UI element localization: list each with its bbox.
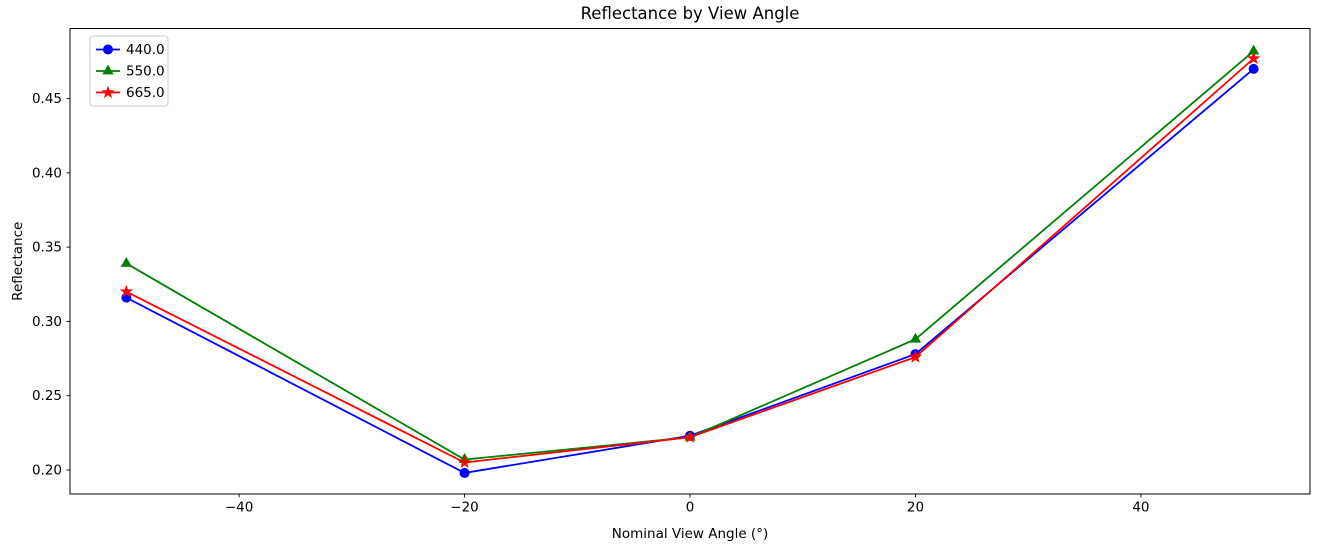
y-tick-label: 0.30 (32, 314, 62, 330)
data-point-665.0 (908, 350, 923, 363)
data-point-550.0 (1247, 44, 1260, 55)
legend-marker-circle (103, 44, 113, 55)
legend-label: 440.0 (126, 42, 165, 58)
legend: 440.0 550.0 665.0 (89, 35, 169, 107)
data-point-665.0 (457, 455, 472, 469)
data-point-550.0 (909, 332, 922, 343)
y-tick-label: 0.45 (32, 91, 62, 107)
axes-ticks: −40 −20 0 20 40 0.20 0.25 0.30 0.35 0.40 0.45 (32, 91, 1150, 515)
data-point-665.0 (1246, 51, 1261, 65)
plot-area (70, 28, 1310, 494)
y-tick-label: 0.20 (32, 462, 62, 478)
data-point-665.0 (119, 284, 134, 298)
data-point-440.0 (1248, 63, 1259, 74)
plot-frame (69, 28, 1311, 495)
x-tick-label: −40 (225, 500, 254, 516)
x-tick-label: −20 (450, 500, 479, 516)
legend-label: 665.0 (126, 85, 165, 101)
series-665.0 (119, 51, 1261, 469)
x-tick-label: 40 (1132, 500, 1149, 516)
data-point-440.0 (459, 467, 470, 478)
y-tick-label: 0.35 (32, 240, 62, 256)
x-tick-label: 0 (686, 500, 695, 516)
legend-label: 550.0 (126, 64, 165, 80)
y-tick-label: 0.25 (32, 388, 62, 404)
legend-entry-440.0: 440.0 (96, 42, 165, 58)
x-tick-label: 20 (907, 500, 924, 516)
data-point-665.0 (683, 430, 697, 443)
legend-entry-550.0: 550.0 (96, 64, 165, 80)
legend-entry-665.0: 665.0 (96, 85, 165, 101)
chart-title: Reflectance by View Angle (581, 4, 800, 23)
y-tick-label: 0.40 (32, 165, 62, 181)
legend-marker-star (101, 85, 115, 99)
legend-marker-triangle (102, 64, 114, 75)
x-axis-label: Nominal View Angle (°) (612, 526, 768, 542)
data-point-550.0 (120, 256, 133, 267)
y-axis-label: Reflectance (10, 222, 26, 301)
